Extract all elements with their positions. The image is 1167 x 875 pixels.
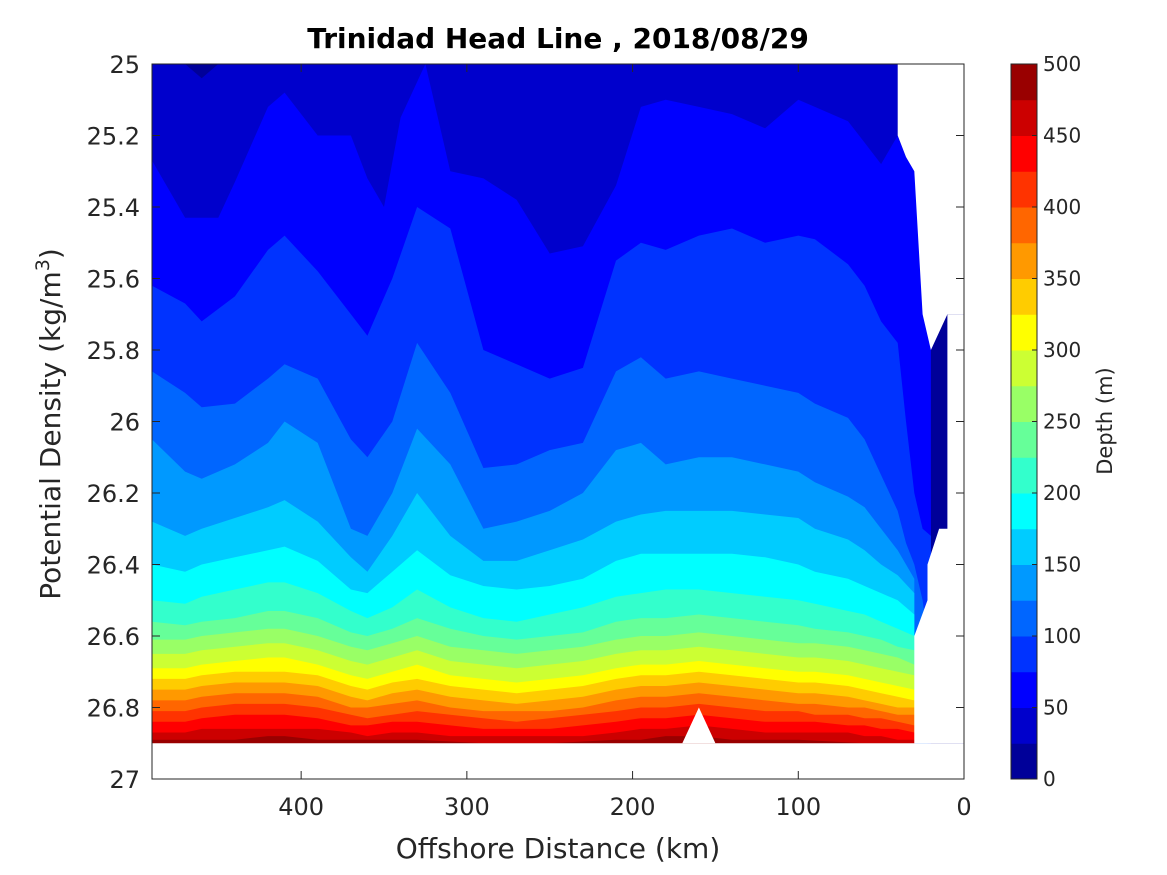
colorbar-tick-label: 0 <box>1043 767 1056 791</box>
y-tick-label: 25.8 <box>87 337 140 365</box>
colorbar-tick-label: 150 <box>1043 553 1081 577</box>
colorbar-tick-label: 250 <box>1043 410 1081 434</box>
no-data-regions <box>152 64 964 779</box>
x-tick-label: 300 <box>444 793 490 821</box>
colorbar-ticks: 0 50 100 150 200 250 300 350 400 450 500 <box>1032 52 1081 791</box>
no-data-lower-right-gap <box>914 314 964 744</box>
colorbar-segment <box>1011 493 1037 530</box>
y-tick-label: 26.8 <box>87 695 140 723</box>
x-axis-ticks: 400 300 200 100 0 <box>278 64 972 821</box>
colorbar-tick-label: 400 <box>1043 195 1081 219</box>
colorbar-tick-label: 500 <box>1043 52 1081 76</box>
colorbar: 0 50 100 150 200 250 300 350 400 450 500 Depth (m) <box>1010 52 1117 791</box>
colorbar-segment <box>1011 457 1037 494</box>
no-data-upper-right-gap <box>897 64 964 350</box>
colorbar-segment <box>1011 421 1037 458</box>
chart-title: Trinidad Head Line , 2018/08/29 <box>307 22 809 55</box>
colorbar-segments <box>1011 64 1037 780</box>
x-tick-label: 0 <box>956 793 971 821</box>
no-data-bottom-notch <box>682 707 716 744</box>
colorbar-segment <box>1011 564 1037 601</box>
colorbar-segment <box>1011 528 1037 565</box>
colorbar-segment <box>1011 135 1037 172</box>
y-axis-label-main: Potential Density (kg/m <box>34 271 67 600</box>
y-tick-label: 25 <box>109 51 140 79</box>
colorbar-segment <box>1011 64 1037 101</box>
colorbar-tick-label: 100 <box>1043 624 1081 648</box>
x-tick-label: 400 <box>278 793 324 821</box>
y-tick-label: 26 <box>109 409 140 437</box>
colorbar-segment <box>1011 242 1037 279</box>
colorbar-segment <box>1011 278 1037 315</box>
colorbar-segment <box>1011 385 1037 422</box>
colorbar-segment <box>1011 350 1037 387</box>
colorbar-segment <box>1011 99 1037 136</box>
colorbar-segment <box>1011 636 1037 673</box>
colorbar-segment <box>1011 671 1037 708</box>
contour-fills <box>152 64 964 779</box>
y-tick-label: 25.4 <box>87 194 140 222</box>
y-axis-label-superscript: 3 <box>32 259 54 271</box>
colorbar-tick-label: 200 <box>1043 481 1081 505</box>
colorbar-segment <box>1011 707 1037 744</box>
colorbar-segment <box>1011 600 1037 637</box>
colorbar-tick-label: 350 <box>1043 267 1081 291</box>
colorbar-tick-label: 300 <box>1043 338 1081 362</box>
y-axis-label: Potential Density (kg/m3) <box>32 248 67 600</box>
colorbar-segment <box>1011 314 1037 351</box>
x-axis-label: Offshore Distance (km) <box>396 832 721 865</box>
no-data-bottom-strip <box>152 743 964 779</box>
colorbar-segment <box>1011 207 1037 244</box>
colorbar-segment <box>1011 171 1037 208</box>
colorbar-tick-label: 450 <box>1043 124 1081 148</box>
y-tick-label: 26.4 <box>87 552 140 580</box>
colorbar-segment <box>1011 743 1037 780</box>
plot-area: 400 300 200 100 0 25 25.2 25.4 25.6 25.8 26 26.2 26… <box>87 51 972 821</box>
y-tick-label: 27 <box>109 766 140 794</box>
colorbar-label: Depth (m) <box>1093 367 1117 474</box>
y-tick-label: 25.2 <box>87 123 140 151</box>
y-tick-label: 26.6 <box>87 623 140 651</box>
x-tick-label: 200 <box>610 793 656 821</box>
y-axis-ticks: 25 25.2 25.4 25.6 25.8 26 26.2 26.4 26.6 26.8 27 <box>87 51 964 794</box>
y-axis-label-close: ) <box>34 248 67 259</box>
y-tick-label: 25.6 <box>87 266 140 294</box>
colorbar-tick-label: 50 <box>1043 696 1068 720</box>
y-tick-label: 26.2 <box>87 480 140 508</box>
x-tick-label: 100 <box>775 793 821 821</box>
